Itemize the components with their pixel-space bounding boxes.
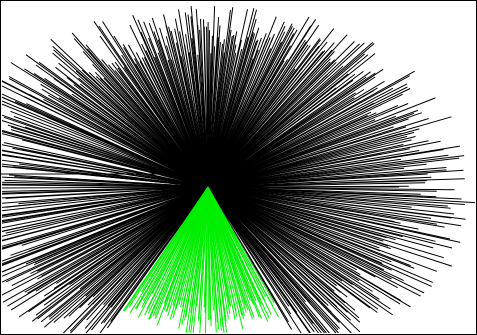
black-ray <box>207 186 445 228</box>
black-ray <box>207 186 361 333</box>
black-ray <box>1 186 209 273</box>
black-ray <box>207 42 365 188</box>
black-ray <box>38 61 209 188</box>
black-ray <box>8 76 209 188</box>
black-ray <box>1 186 209 224</box>
black-ray <box>207 186 352 334</box>
green-ray-group <box>122 186 280 334</box>
black-ray <box>1 186 209 241</box>
black-ray <box>207 186 311 334</box>
black-ray <box>18 186 209 318</box>
black-ray <box>1 186 209 216</box>
black-ray <box>1 186 209 262</box>
black-ray <box>99 186 209 334</box>
black-ray <box>4 179 209 188</box>
black-ray <box>1 186 209 277</box>
black-ray <box>1 186 209 208</box>
black-ray <box>207 186 452 219</box>
black-ray <box>13 166 209 188</box>
black-ray <box>207 93 403 188</box>
black-ray <box>207 53 376 188</box>
black-ray <box>1 186 209 266</box>
black-ray <box>1 186 209 192</box>
black-ray <box>207 186 455 215</box>
black-ray <box>1 186 209 204</box>
black-ray <box>207 186 437 192</box>
black-ray <box>207 186 348 313</box>
black-ray <box>207 186 461 243</box>
black-ray <box>24 96 209 188</box>
black-ray <box>9 174 209 188</box>
black-ray <box>1 149 209 188</box>
black-ray <box>207 173 428 188</box>
black-ray <box>22 139 209 188</box>
black-ray <box>1 186 209 237</box>
black-ray <box>13 115 209 188</box>
black-ray <box>207 186 421 297</box>
black-ray <box>53 186 209 289</box>
black-ray <box>207 182 426 188</box>
black-ray <box>207 186 319 334</box>
black-ray <box>207 28 335 188</box>
black-ray <box>1 186 209 212</box>
black-ray <box>207 90 374 188</box>
black-ray <box>1 186 209 232</box>
black-ray <box>207 149 444 188</box>
black-ray <box>35 186 209 316</box>
black-ray <box>10 186 209 311</box>
black-ray <box>207 186 341 293</box>
black-ray <box>207 148 410 188</box>
green-ray <box>207 186 272 315</box>
black-ray <box>207 186 379 310</box>
black-ray <box>1 129 209 188</box>
black-ray <box>19 163 209 188</box>
black-ray-group <box>1 6 476 334</box>
black-ray <box>207 186 302 334</box>
black-ray <box>26 103 209 188</box>
black-ray <box>10 110 209 188</box>
black-ray <box>207 75 410 188</box>
black-ray <box>2 186 209 303</box>
black-ray <box>7 124 209 188</box>
black-ray <box>1 186 209 229</box>
black-ray <box>1 186 209 296</box>
green-ray <box>122 186 209 311</box>
black-ray <box>207 186 391 250</box>
black-ray <box>207 186 339 334</box>
black-ray <box>1 186 209 247</box>
black-ray <box>207 186 419 230</box>
black-ray <box>207 42 335 188</box>
black-ray <box>1 154 209 188</box>
black-ray <box>3 116 209 188</box>
black-ray <box>207 118 409 188</box>
black-ray <box>207 97 436 188</box>
black-ray <box>207 79 354 188</box>
black-ray <box>3 142 209 188</box>
black-ray <box>1 186 209 199</box>
